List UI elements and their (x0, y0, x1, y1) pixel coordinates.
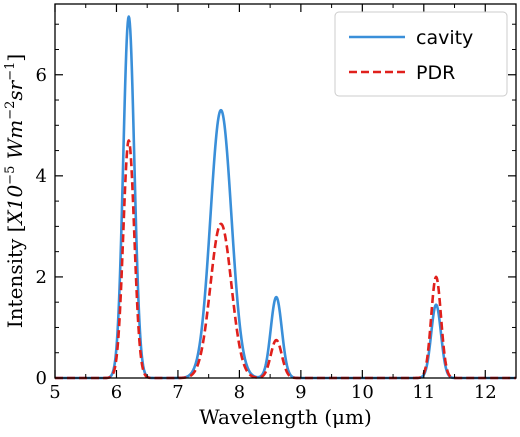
legend-label-pdr: PDR (416, 62, 455, 84)
y-axis-label-unit-w-exp: −2 (3, 101, 18, 120)
y-axis-label-unit-sr: sr (3, 79, 27, 100)
series-line-cavity (54, 15, 517, 380)
x-tick-label: 12 (474, 382, 497, 403)
tick-layer: 5 6 7 8 9 10 11 12 0 2 4 6 (36, 4, 517, 403)
y-tick-label: 2 (36, 267, 47, 288)
series-line-pdr (54, 139, 517, 380)
y-tick-label: 6 (36, 65, 47, 86)
y-axis-label-suffix: ] (3, 54, 27, 62)
y-tick-label: 0 (36, 368, 47, 389)
x-tick-label: 5 (49, 382, 60, 403)
legend-frame (334, 11, 508, 97)
y-axis-label-scale-exp: −5 (3, 166, 18, 185)
x-axis-label: Wavelength (μm) (199, 405, 372, 429)
x-tick-label: 11 (412, 382, 435, 403)
y-axis-label-scale: X10 (3, 185, 27, 227)
plot-frame (54, 3, 517, 379)
x-tick-label: 10 (351, 382, 374, 403)
x-tick-label: 8 (234, 382, 245, 403)
series-layer (54, 15, 517, 380)
y-tick-label: 4 (36, 166, 47, 187)
legend-label-cavity: cavity (416, 27, 473, 49)
y-axis-label-prefix: Intensity [ (3, 225, 27, 329)
legend: cavity PDR (334, 11, 508, 97)
x-tick-label: 9 (295, 382, 306, 403)
x-tick-label: 7 (172, 382, 183, 403)
y-axis-label-unit-sr-exp: −1 (3, 62, 18, 81)
y-axis-label: Intensity [X10−5 Wm−2sr−1] (3, 54, 27, 328)
y-axis-label-unit-w: Wm (3, 120, 27, 166)
x-tick-label: 6 (111, 382, 122, 403)
